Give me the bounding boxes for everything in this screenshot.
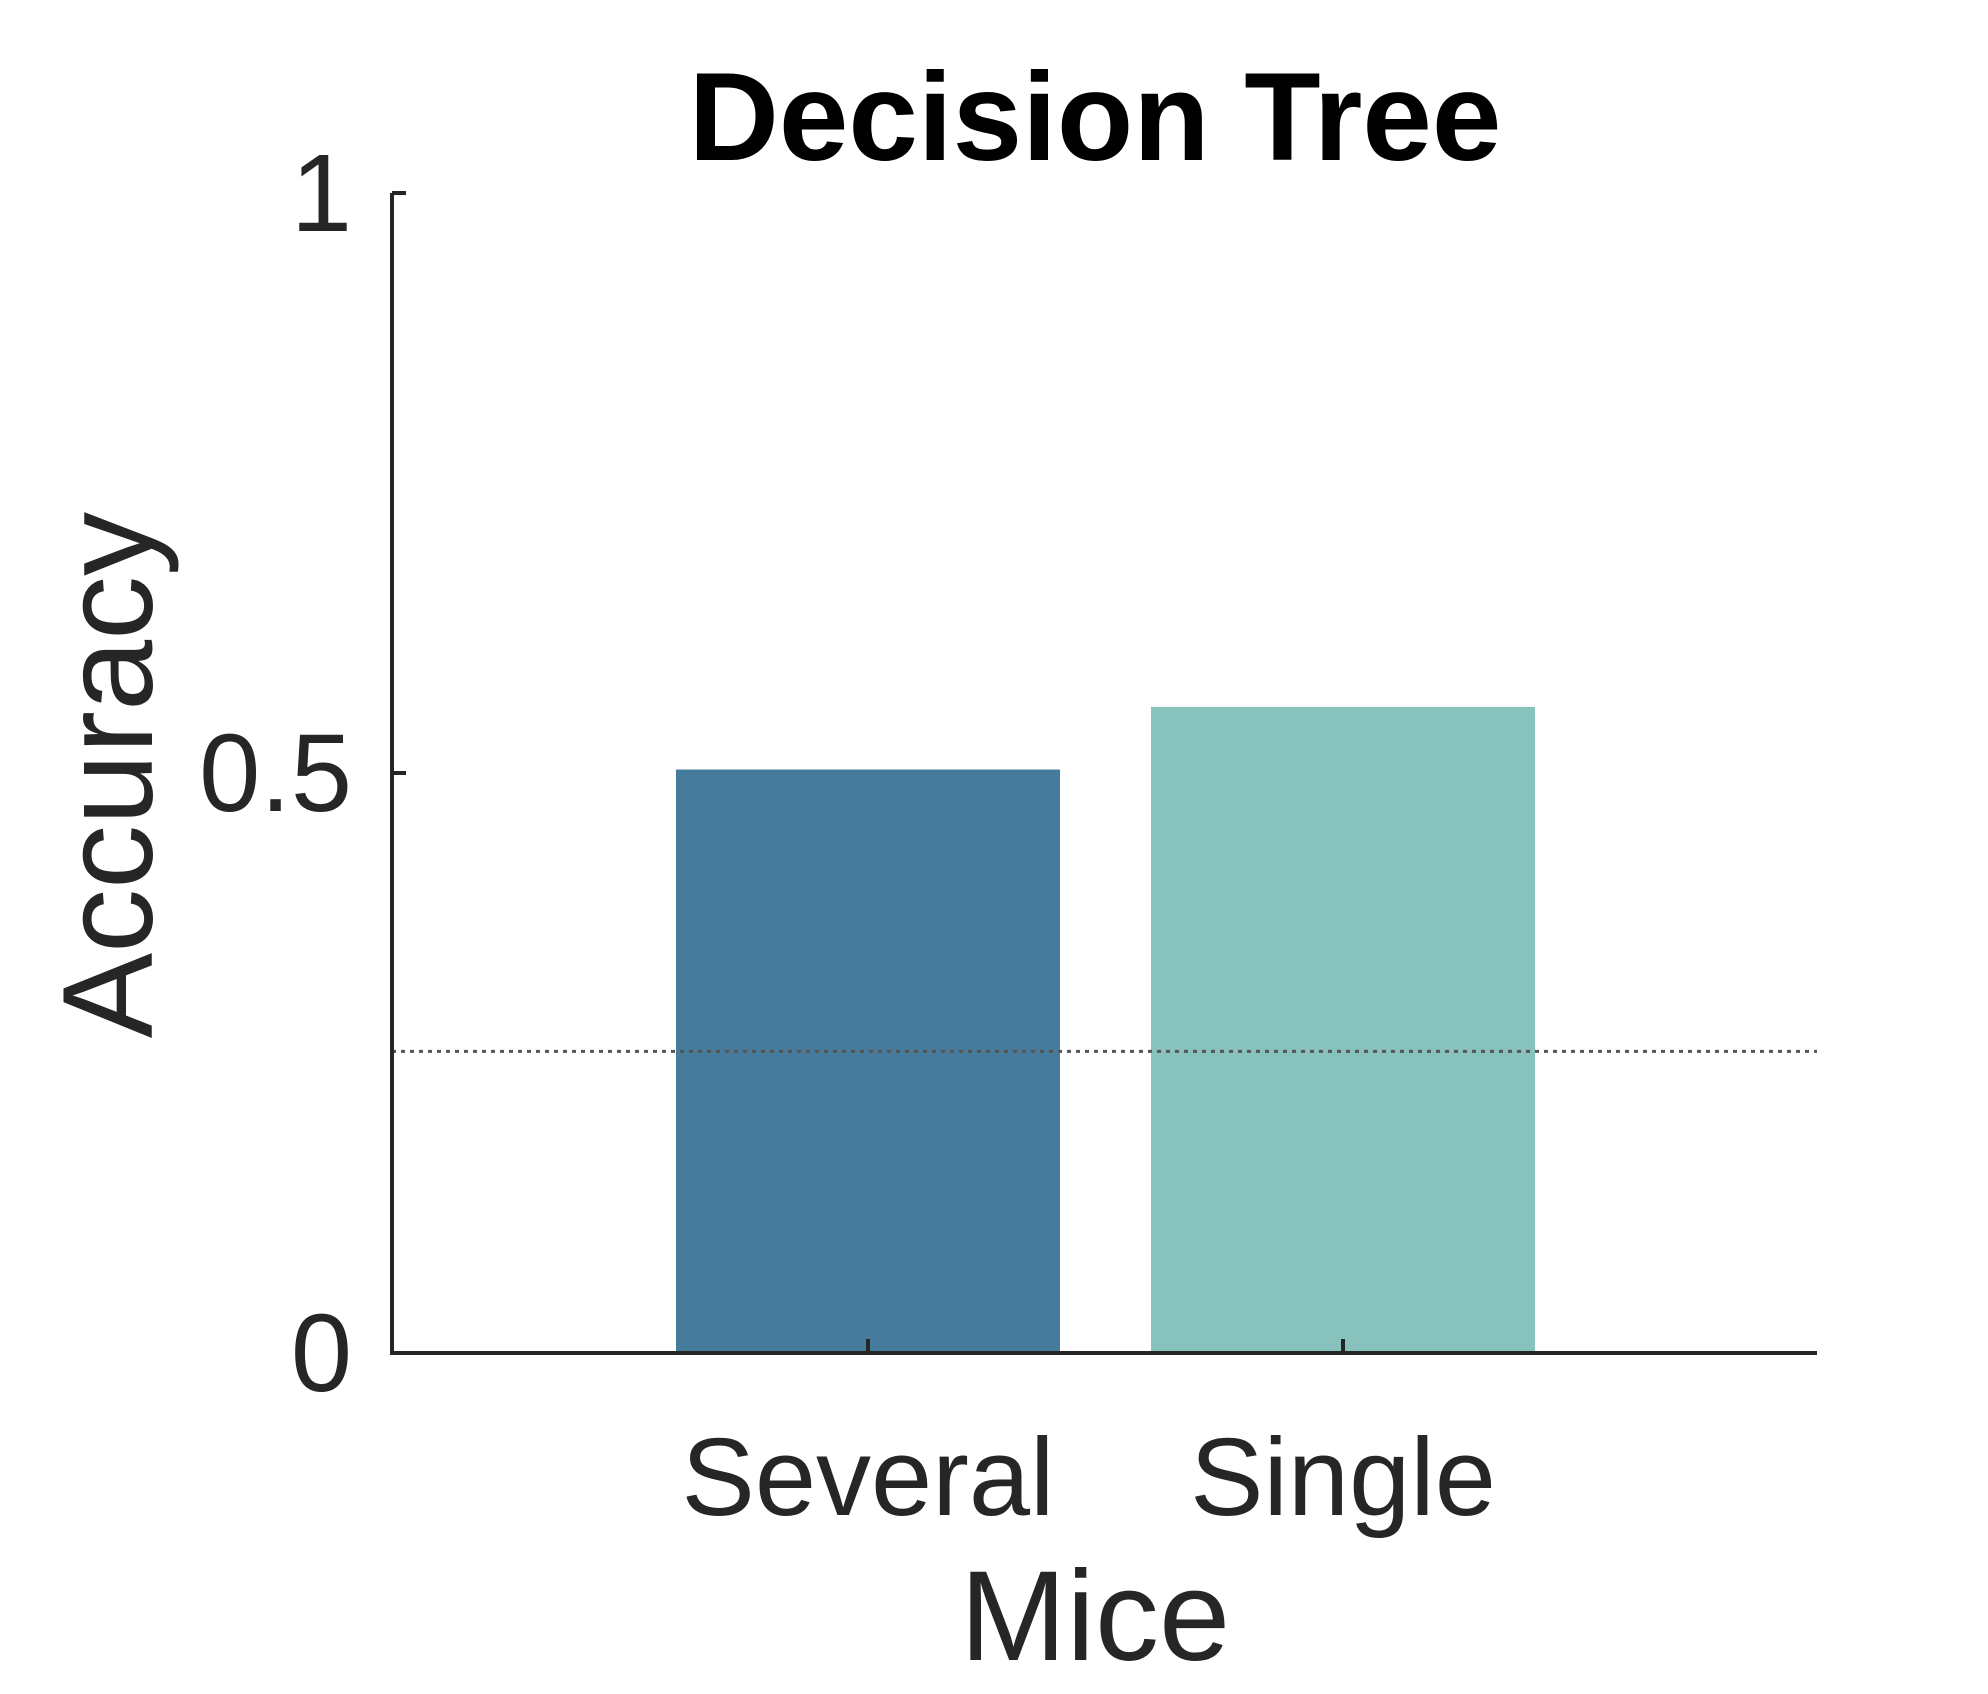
x-ticks-group: Several Single	[682, 1339, 1496, 1539]
x-tick-label-single: Single	[1190, 1416, 1496, 1539]
chart-title: Decision Tree	[689, 48, 1502, 187]
y-tick-label: 0	[291, 1292, 352, 1415]
bar-single	[1151, 706, 1535, 1353]
y-tick-label: 1	[291, 132, 352, 255]
bar-several	[676, 769, 1060, 1353]
axes	[390, 193, 1817, 1355]
x-tick-label-several: Several	[682, 1416, 1055, 1539]
y-axis-label: Accuracy	[37, 512, 180, 1038]
x-axis-label: Mice	[960, 1545, 1230, 1688]
y-ticks-group: 00.51	[199, 132, 406, 1415]
bars-group	[676, 706, 1535, 1353]
y-tick-label: 0.5	[199, 712, 352, 835]
